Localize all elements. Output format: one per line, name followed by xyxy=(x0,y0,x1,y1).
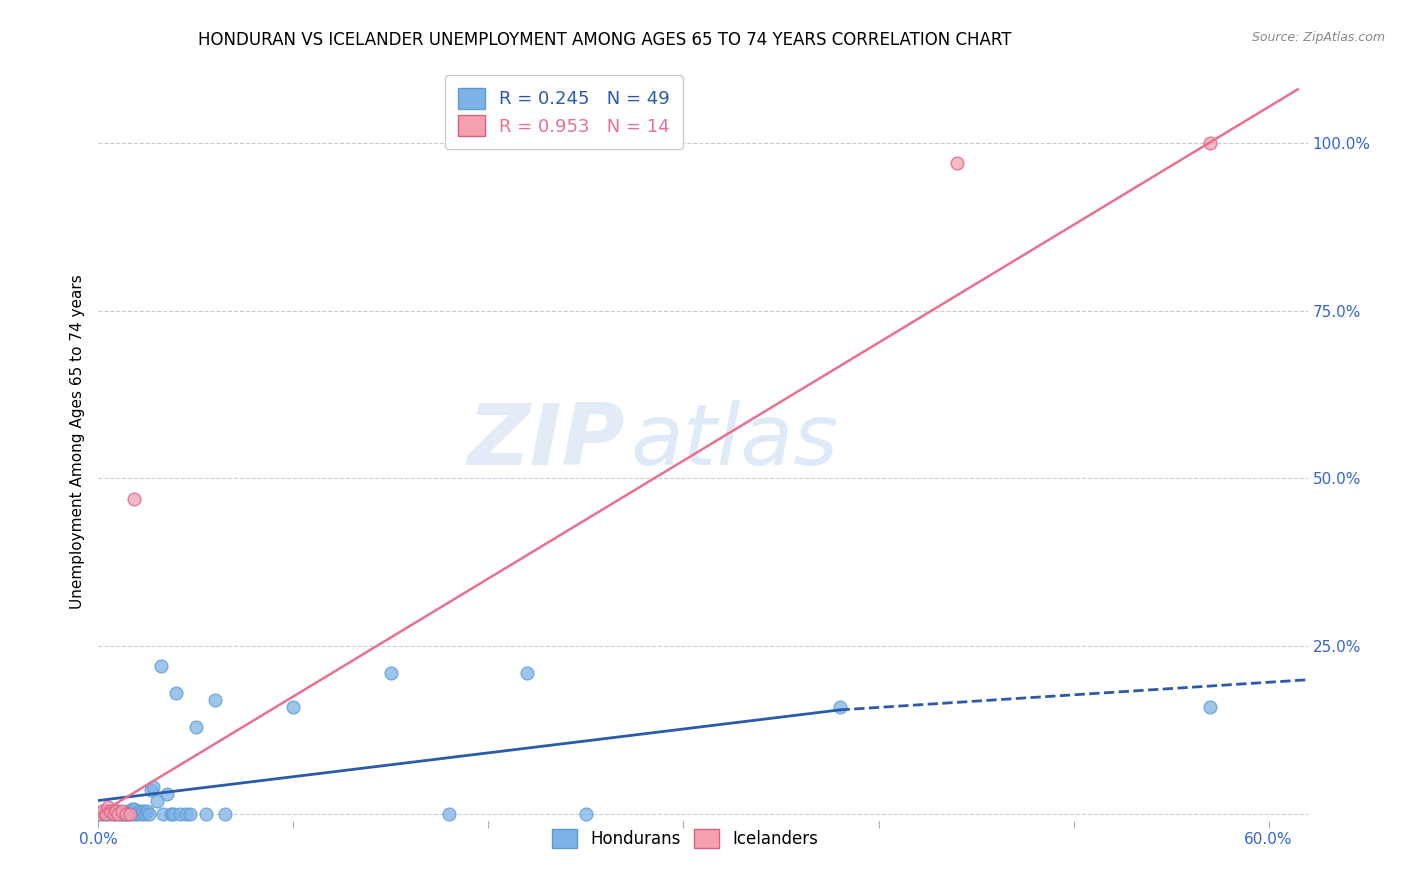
Point xyxy=(169,806,191,821)
Point xyxy=(103,806,125,821)
Point xyxy=(124,806,146,821)
Point xyxy=(132,804,155,818)
Point xyxy=(118,806,141,821)
Point xyxy=(111,806,134,821)
Point xyxy=(139,783,162,797)
Point xyxy=(134,806,156,821)
Point xyxy=(114,806,136,821)
Point xyxy=(138,806,160,821)
Point xyxy=(107,804,129,818)
Point xyxy=(156,787,179,801)
Point xyxy=(96,806,118,821)
Point xyxy=(117,804,139,818)
Point xyxy=(122,491,145,506)
Point xyxy=(107,806,129,821)
Point xyxy=(93,804,115,818)
Point xyxy=(575,806,598,821)
Point xyxy=(101,804,124,818)
Point xyxy=(91,804,114,818)
Point xyxy=(174,806,197,821)
Point xyxy=(87,806,110,821)
Point xyxy=(97,804,120,818)
Point xyxy=(516,666,538,681)
Point xyxy=(97,800,120,814)
Point xyxy=(146,793,169,807)
Point xyxy=(122,802,145,816)
Point xyxy=(194,806,217,821)
Point xyxy=(179,806,201,821)
Point xyxy=(136,804,159,818)
Point xyxy=(439,806,461,821)
Point xyxy=(127,806,149,821)
Point xyxy=(184,720,207,734)
Point xyxy=(104,804,127,818)
Point xyxy=(152,806,174,821)
Point xyxy=(828,699,851,714)
Point xyxy=(103,806,125,821)
Point xyxy=(87,806,110,821)
Text: ZIP: ZIP xyxy=(467,400,624,483)
Point xyxy=(149,659,172,673)
Point xyxy=(1199,699,1222,714)
Point xyxy=(114,806,136,821)
Text: Source: ZipAtlas.com: Source: ZipAtlas.com xyxy=(1251,31,1385,45)
Point xyxy=(108,806,131,821)
Point xyxy=(128,804,150,818)
Y-axis label: Unemployment Among Ages 65 to 74 years: Unemployment Among Ages 65 to 74 years xyxy=(69,274,84,609)
Point xyxy=(121,802,143,816)
Text: atlas: atlas xyxy=(630,400,838,483)
Point xyxy=(98,804,121,818)
Point xyxy=(204,693,226,707)
Point xyxy=(142,780,165,794)
Text: HONDURAN VS ICELANDER UNEMPLOYMENT AMONG AGES 65 TO 74 YEARS CORRELATION CHART: HONDURAN VS ICELANDER UNEMPLOYMENT AMONG… xyxy=(198,31,1011,49)
Point xyxy=(131,806,153,821)
Point xyxy=(112,806,135,821)
Point xyxy=(111,804,134,818)
Point xyxy=(91,806,114,821)
Point xyxy=(1199,136,1222,150)
Point xyxy=(162,806,184,821)
Point xyxy=(165,686,187,700)
Legend: Hondurans, Icelanders: Hondurans, Icelanders xyxy=(541,819,828,858)
Point xyxy=(945,156,967,170)
Point xyxy=(96,806,118,821)
Point xyxy=(159,806,181,821)
Point xyxy=(283,699,305,714)
Point xyxy=(98,806,121,821)
Point xyxy=(380,666,402,681)
Point xyxy=(214,806,236,821)
Point xyxy=(104,804,127,818)
Point xyxy=(118,806,141,821)
